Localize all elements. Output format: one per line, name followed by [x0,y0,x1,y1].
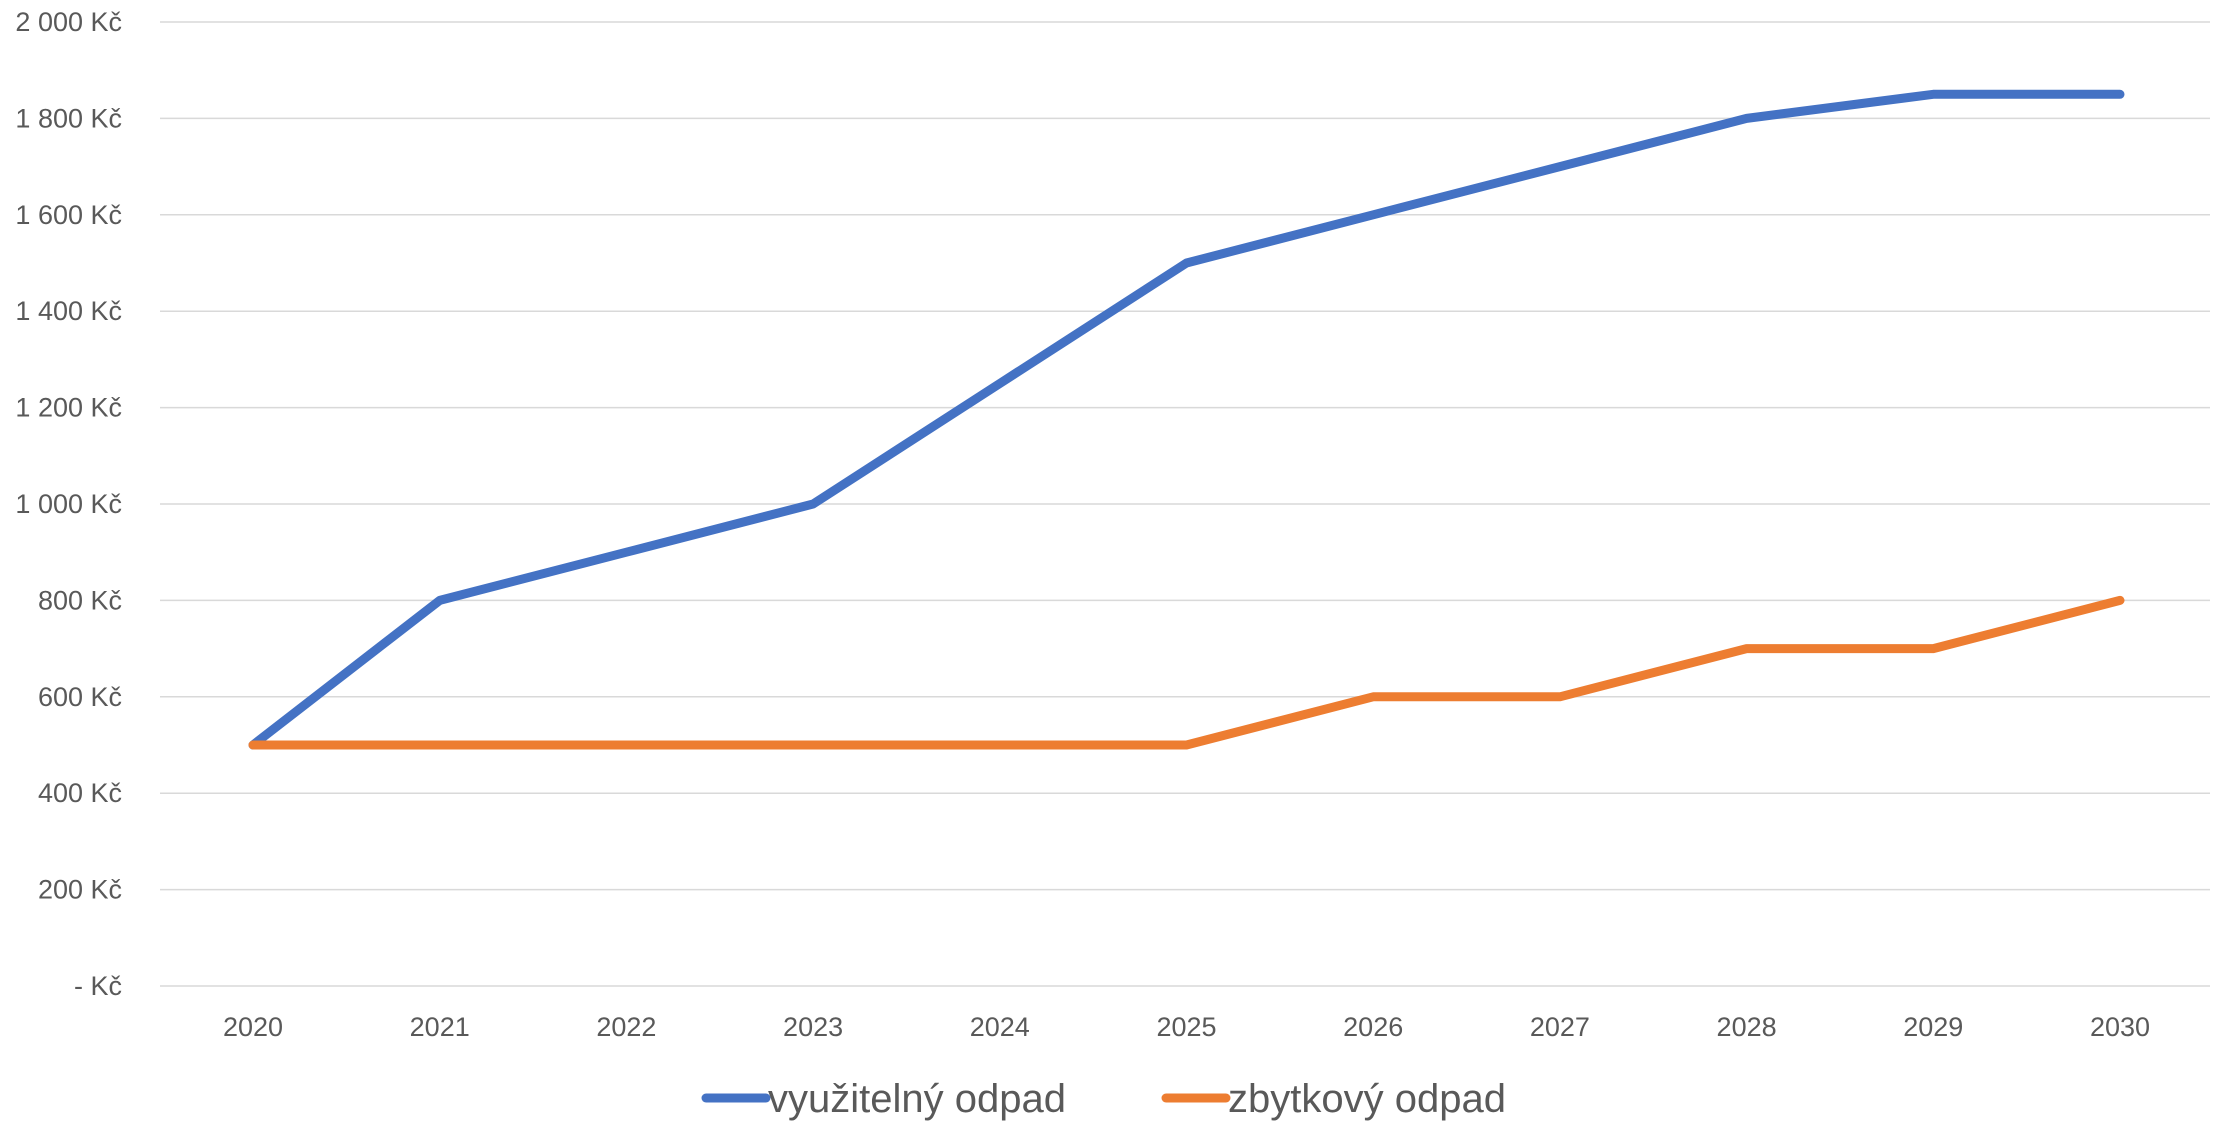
x-tick-label: 2021 [410,1012,470,1042]
series-line-2 [248,595,2125,750]
x-axis-tick-labels: 2020 2021 2022 2023 2024 2025 2026 2027 2028 2029… [223,1012,2150,1042]
x-tick-label: 2026 [1343,1012,1403,1042]
y-tick-label: 1 000 Kč [15,489,122,519]
legend-label: využitelný odpad [768,1077,1066,1121]
legend: využitelný odpad zbytkový odpad [701,1077,1506,1121]
series-lines [248,89,2125,750]
x-tick-label: 2022 [596,1012,656,1042]
x-tick-label: 2025 [1156,1012,1216,1042]
y-axis-tick-labels: - Kč 200 Kč 400 Kč 600 Kč 800 Kč 1 000 Kč 1 20… [15,7,122,1001]
y-tick-label: 2 000 Kč [15,7,122,37]
x-tick-label: 2024 [970,1012,1030,1042]
y-tick-label: 400 Kč [38,778,122,808]
y-tick-label: 1 800 Kč [15,103,122,133]
gridlines [160,21,2210,987]
legend-label: zbytkový odpad [1228,1077,1506,1121]
y-tick-label: 1 600 Kč [15,200,122,230]
y-tick-label: 200 Kč [38,875,122,905]
x-tick-label: 2023 [783,1012,843,1042]
y-tick-label: - Kč [74,971,122,1001]
x-tick-label: 2030 [2090,1012,2150,1042]
x-tick-label: 2020 [223,1012,283,1042]
y-tick-label: 800 Kč [38,585,122,615]
y-tick-label: 600 Kč [38,682,122,712]
y-tick-label: 1 400 Kč [15,296,122,326]
x-tick-label: 2027 [1530,1012,1590,1042]
x-tick-label: 2029 [1903,1012,1963,1042]
y-tick-label: 1 200 Kč [15,393,122,423]
x-tick-label: 2028 [1717,1012,1777,1042]
